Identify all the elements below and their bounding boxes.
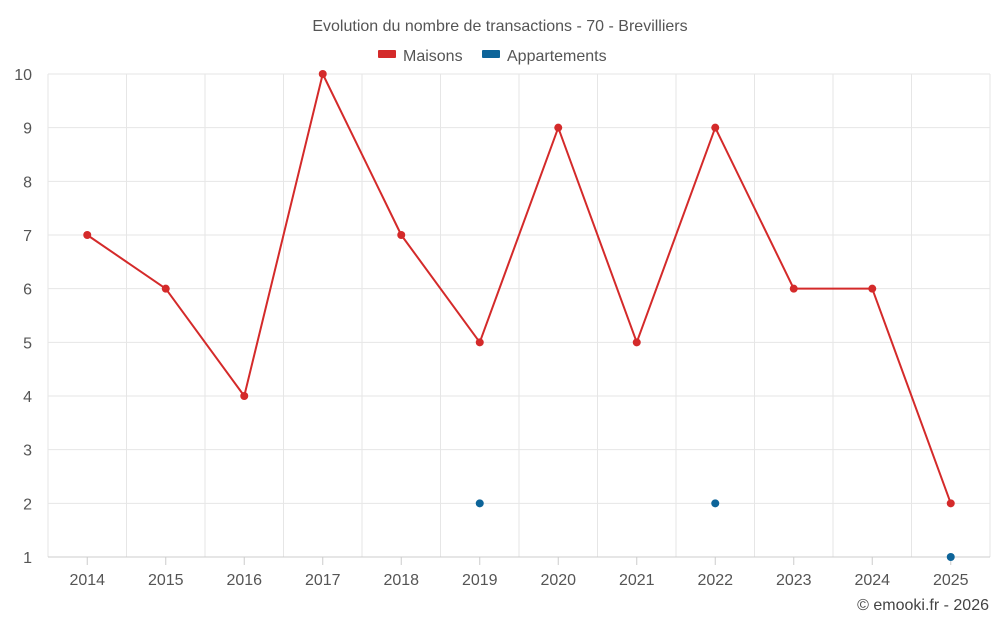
axes: 1 2 3 4 5 6 7 8 9 10 2014 2015 2016 2017 2018 2019 2020 2… bbox=[14, 67, 990, 589]
plot-area bbox=[83, 70, 955, 561]
data-point-maisons[interactable] bbox=[554, 123, 563, 132]
y-tick-label: 2 bbox=[23, 496, 32, 513]
x-tick-label: 2015 bbox=[148, 572, 184, 589]
data-point-maisons[interactable] bbox=[161, 284, 170, 293]
y-tick-label: 9 bbox=[23, 121, 32, 138]
x-tick-label: 2021 bbox=[619, 572, 655, 589]
grid bbox=[47, 73, 991, 557]
data-point-maisons[interactable] bbox=[868, 284, 877, 293]
x-tick-label: 2017 bbox=[305, 572, 341, 589]
chart-title: Evolution du nombre de transactions - 70… bbox=[312, 18, 687, 35]
data-point-maisons[interactable] bbox=[632, 338, 641, 347]
y-tick-label: 1 bbox=[23, 550, 32, 567]
y-tick-label: 7 bbox=[23, 228, 32, 245]
x-tick-label: 2016 bbox=[226, 572, 262, 589]
credit-text: © emooki.fr - 2026 bbox=[857, 597, 989, 614]
data-point-maisons[interactable] bbox=[711, 123, 720, 132]
y-tick-label: 6 bbox=[23, 282, 32, 299]
data-point-maisons[interactable] bbox=[83, 231, 92, 239]
y-tick-label: 3 bbox=[23, 443, 32, 460]
legend-label-maisons: Maisons bbox=[403, 48, 463, 65]
y-tick-label: 5 bbox=[23, 335, 32, 352]
data-point-maisons[interactable] bbox=[789, 284, 798, 293]
data-point-appartements[interactable] bbox=[475, 499, 484, 508]
legend-swatch-maisons bbox=[378, 50, 396, 58]
legend-item-appartements[interactable]: Appartements bbox=[482, 48, 607, 65]
y-tick-label: 4 bbox=[23, 389, 32, 406]
data-point-maisons[interactable] bbox=[475, 338, 484, 347]
data-point-maisons[interactable] bbox=[318, 70, 327, 78]
y-tick-label: 10 bbox=[14, 67, 32, 84]
data-point-appartements[interactable] bbox=[946, 553, 955, 561]
legend-swatch-appartements bbox=[482, 50, 500, 58]
legend-label-appartements: Appartements bbox=[507, 48, 607, 65]
x-tick-label: 2020 bbox=[540, 572, 576, 589]
series-line-maisons bbox=[86, 73, 952, 504]
x-tick-label: 2022 bbox=[697, 572, 733, 589]
x-tick-label: 2024 bbox=[854, 572, 890, 589]
data-point-maisons[interactable] bbox=[946, 499, 955, 508]
x-tick-label: 2019 bbox=[462, 572, 498, 589]
x-tick-label: 2018 bbox=[383, 572, 419, 589]
data-point-maisons[interactable] bbox=[397, 231, 406, 239]
legend-item-maisons[interactable]: Maisons bbox=[378, 48, 463, 65]
data-point-appartements[interactable] bbox=[711, 499, 720, 508]
x-tick-label: 2014 bbox=[69, 572, 105, 589]
data-point-maisons[interactable] bbox=[240, 392, 249, 400]
x-tick-label: 2025 bbox=[933, 572, 969, 589]
x-tick-label: 2023 bbox=[776, 572, 812, 589]
y-tick-label: 8 bbox=[23, 174, 32, 191]
legend: Maisons Appartements bbox=[378, 48, 607, 65]
